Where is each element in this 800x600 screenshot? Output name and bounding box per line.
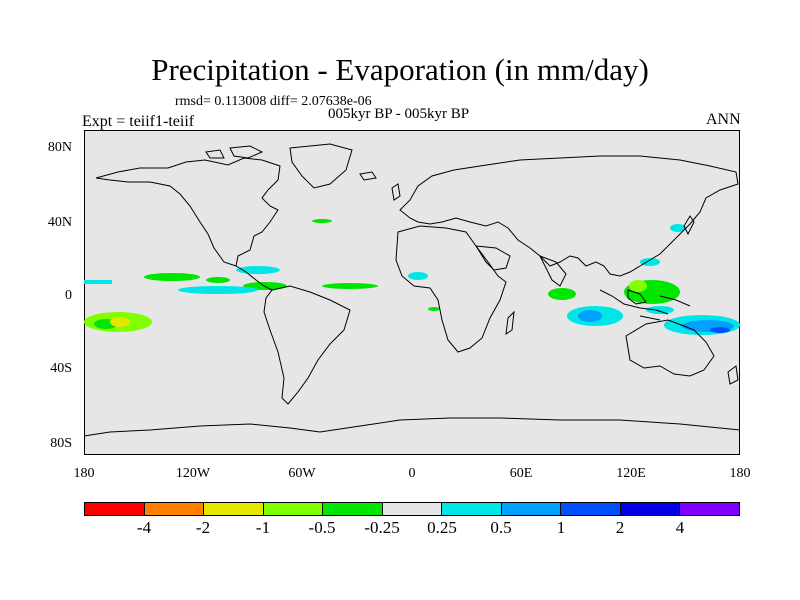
- lon-label-180w: 180: [73, 466, 95, 481]
- lon-label-60e: 60E: [509, 466, 533, 481]
- colorbar-label: -0.25: [364, 518, 400, 537]
- period-label: 005kyr BP - 005kyr BP: [328, 106, 470, 122]
- coastline-japan: [683, 215, 695, 236]
- lon-label-180e: 180: [729, 466, 751, 481]
- stats-text: rmsd= 0.113008 diff= 2.07638e-06: [175, 94, 372, 109]
- lon-label-60w: 60W: [288, 466, 316, 481]
- colorbar-swatch: [620, 503, 681, 515]
- field-patch: [84, 280, 112, 284]
- field-patch: [548, 288, 576, 300]
- field-patch: [428, 307, 440, 311]
- colorbar-swatch: [501, 503, 562, 515]
- coastline-australia: [625, 319, 715, 377]
- field-patch: [629, 280, 647, 292]
- field-patch: [640, 258, 660, 266]
- plot-title: Precipitation - Evaporation (in mm/day): [151, 52, 649, 87]
- colorbar-swatch: [442, 503, 502, 515]
- season-label: ANN: [706, 111, 741, 128]
- coastline-indonesia: [599, 289, 691, 321]
- field-patch: [312, 219, 332, 223]
- colorbar-swatch: [561, 503, 621, 515]
- coastline-new-zealand: [727, 365, 739, 385]
- coastline-africa: [395, 225, 507, 353]
- colorbar-label: 0.25: [427, 518, 457, 537]
- field-patch: [178, 286, 258, 294]
- colorbar-label: -2: [195, 518, 211, 537]
- field-patch: [646, 306, 674, 314]
- colorbar-swatch: [680, 503, 740, 515]
- colorbar-label: 4: [675, 518, 685, 537]
- coastline-arctic-islands: [205, 145, 264, 159]
- coastline-madagascar: [505, 310, 515, 336]
- lon-label-120w: 120W: [175, 466, 211, 481]
- coastline-greenland: [289, 143, 353, 189]
- coastline-india: [538, 255, 567, 287]
- experiment-label: Expt = teiif1-teiif: [82, 113, 195, 130]
- field-patch: [710, 327, 730, 333]
- colorbar-swatch: [85, 503, 145, 515]
- colorbar-swatch: [144, 503, 205, 515]
- lat-label-80s: 80S: [50, 436, 72, 451]
- colorbar-label: -0.5: [308, 518, 336, 537]
- lon-label-0: 0: [408, 466, 416, 481]
- lat-label-80n: 80N: [47, 140, 72, 155]
- lon-label-120e: 120E: [616, 466, 646, 481]
- coastline-central-america: [235, 265, 273, 291]
- field-patch: [408, 272, 428, 280]
- colorbar-swatch: [323, 503, 383, 515]
- lat-label-0: 0: [65, 288, 72, 303]
- coastline-eurasia: [399, 155, 739, 277]
- field-patch: [110, 317, 130, 327]
- coastline-south-america: [263, 285, 351, 405]
- colorbar-swatch: [263, 503, 324, 515]
- colorbar: [84, 502, 740, 516]
- anomaly-fields: [84, 219, 740, 335]
- colorbar-label: 2: [615, 518, 625, 537]
- field-patch: [206, 277, 230, 283]
- coastline-iceland: [359, 171, 377, 181]
- coastlines: [83, 143, 741, 437]
- field-patch: [578, 310, 602, 322]
- coastline-uk: [391, 183, 401, 201]
- colorbar-swatch: [382, 503, 443, 515]
- lat-label-40s: 40S: [50, 361, 72, 376]
- field-patch: [322, 283, 378, 289]
- coastline-arabia: [475, 245, 511, 271]
- colorbar-label: -4: [136, 518, 152, 537]
- coastline-antarctica: [83, 417, 741, 437]
- colorbar-label: 1: [556, 518, 566, 537]
- colorbar-swatch: [204, 503, 264, 515]
- field-patch: [236, 266, 280, 274]
- field-patch: [144, 273, 200, 281]
- field-patch: [670, 224, 686, 232]
- colorbar-label: -1: [255, 518, 271, 537]
- lat-label-40n: 40N: [47, 215, 72, 230]
- colorbar-label: 0.5: [490, 518, 512, 537]
- coastline-north-america: [95, 157, 281, 267]
